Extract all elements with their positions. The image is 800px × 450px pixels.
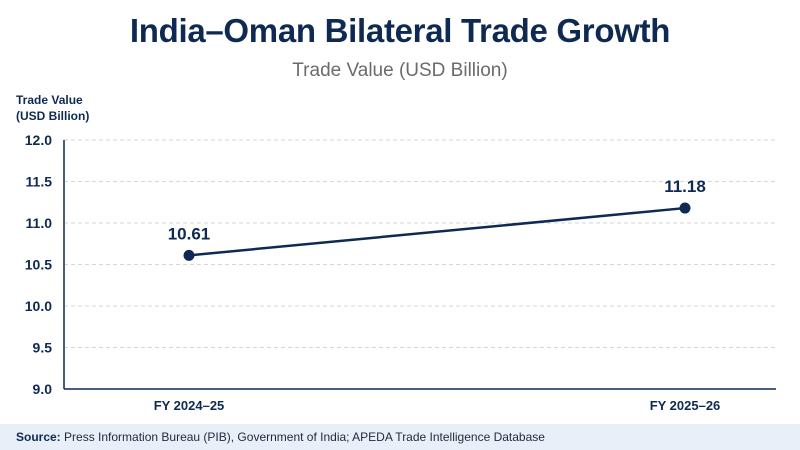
data-label: 10.61 [168, 224, 211, 243]
y-tick-label: 10.5 [25, 257, 52, 273]
source-label: Source: [16, 430, 61, 444]
y-axis-label: Trade Value (USD Billion) [16, 92, 89, 124]
y-tick-label: 9.5 [33, 340, 53, 356]
x-tick-label: FY 2025–26 [650, 398, 721, 413]
y-tick-label: 12.0 [25, 132, 52, 148]
y-axis-label-line-1: Trade Value [16, 93, 83, 107]
chart-subtitle: Trade Value (USD Billion) [292, 60, 508, 81]
data-label: 11.18 [664, 177, 706, 196]
data-point [679, 202, 691, 214]
y-tick-label: 11.0 [26, 215, 53, 231]
y-tick-label: 10.0 [25, 298, 52, 314]
y-tick-label: 11.5 [26, 174, 53, 190]
source-value: Press Information Bureau (PIB), Governme… [64, 430, 545, 444]
data-point [183, 249, 195, 261]
x-tick-label: FY 2024–25 [154, 398, 225, 413]
line-chart: 9.0 9.5 10.0 10.5 11.0 11.5 12.0 FY 2024–25 FY 2… [25, 132, 776, 413]
source-footer: Source: Press Information Bureau (PIB), … [0, 424, 800, 450]
chart-title: India–Oman Bilateral Trade Growth [129, 12, 671, 49]
y-tick-label: 9.0 [33, 381, 53, 397]
series-line [188, 206, 686, 257]
source-text: Source: Press Information Bureau (PIB), … [16, 430, 545, 444]
y-axis-label-line-2: (USD Billion) [16, 109, 90, 123]
